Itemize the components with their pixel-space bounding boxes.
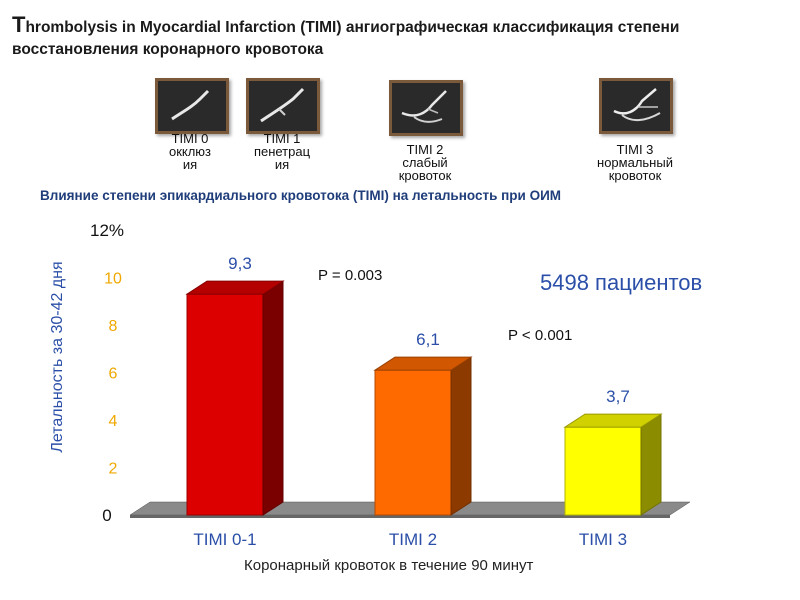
angiogram-thumb-timi1: [246, 78, 320, 134]
thumb-label-timi1: TIMI 1 пенетрац ия: [253, 131, 311, 172]
bar-side-2: [450, 356, 472, 516]
bar-value-label: 9,3: [228, 254, 252, 273]
angiogram-thumb-timi0: [155, 78, 229, 134]
bar-side-3: [640, 413, 662, 516]
y-tick-label: 0: [102, 506, 111, 525]
y-tick-label: 4: [109, 413, 118, 430]
chart-floor-edge: [130, 515, 670, 518]
bar-front-3: [564, 426, 642, 516]
patients-count: 5498 пациентов: [540, 270, 703, 295]
y-tick-label: 6: [109, 366, 118, 383]
bar-top-2: [373, 356, 473, 371]
bar-value-label: 6,1: [416, 330, 440, 349]
slide-title: Thrombolysis in Myocardial Infarction (T…: [12, 14, 792, 61]
y-tick-label: 8: [109, 318, 118, 335]
y-axis-label: Летальность за 30-42 дня: [49, 261, 66, 453]
chart-subtitle: Влияние степени эпикардиального кровоток…: [40, 188, 562, 203]
title-text: hrombolysis in Myocardial Infarction (TI…: [12, 19, 680, 58]
y-tick-label: 12%: [90, 221, 124, 240]
y-tick-label: 2: [109, 461, 118, 478]
bar-top-1: [185, 280, 285, 295]
angiogram-thumb-timi3: [599, 78, 673, 134]
thumb-label-timi0: TIMI 0 окклюз ия: [168, 131, 212, 172]
bar-front-1: [186, 293, 264, 516]
thumb-label-timi3: TIMI 3 нормальный кровоток: [597, 142, 673, 183]
x-axis-label: Коронарный кровоток в течение 90 минут: [244, 557, 534, 574]
x-tick-label: TIMI 2: [389, 530, 437, 549]
p-value-1: P = 0.003: [318, 267, 383, 284]
bar-front-2: [374, 369, 452, 516]
bar-side-1: [262, 280, 284, 516]
x-tick-label: TIMI 0-1: [193, 530, 256, 549]
angiogram-thumb-timi2: [389, 80, 463, 136]
x-tick-label: TIMI 3: [579, 530, 627, 549]
bar-top-3: [563, 413, 663, 428]
thumb-label-timi2: TIMI 2 слабый кровоток: [398, 142, 452, 183]
title-first-letter: T: [12, 12, 26, 37]
p-value-2: P < 0.001: [508, 327, 573, 344]
bar-value-label: 3,7: [606, 387, 630, 406]
y-tick-label: 10: [104, 271, 122, 288]
